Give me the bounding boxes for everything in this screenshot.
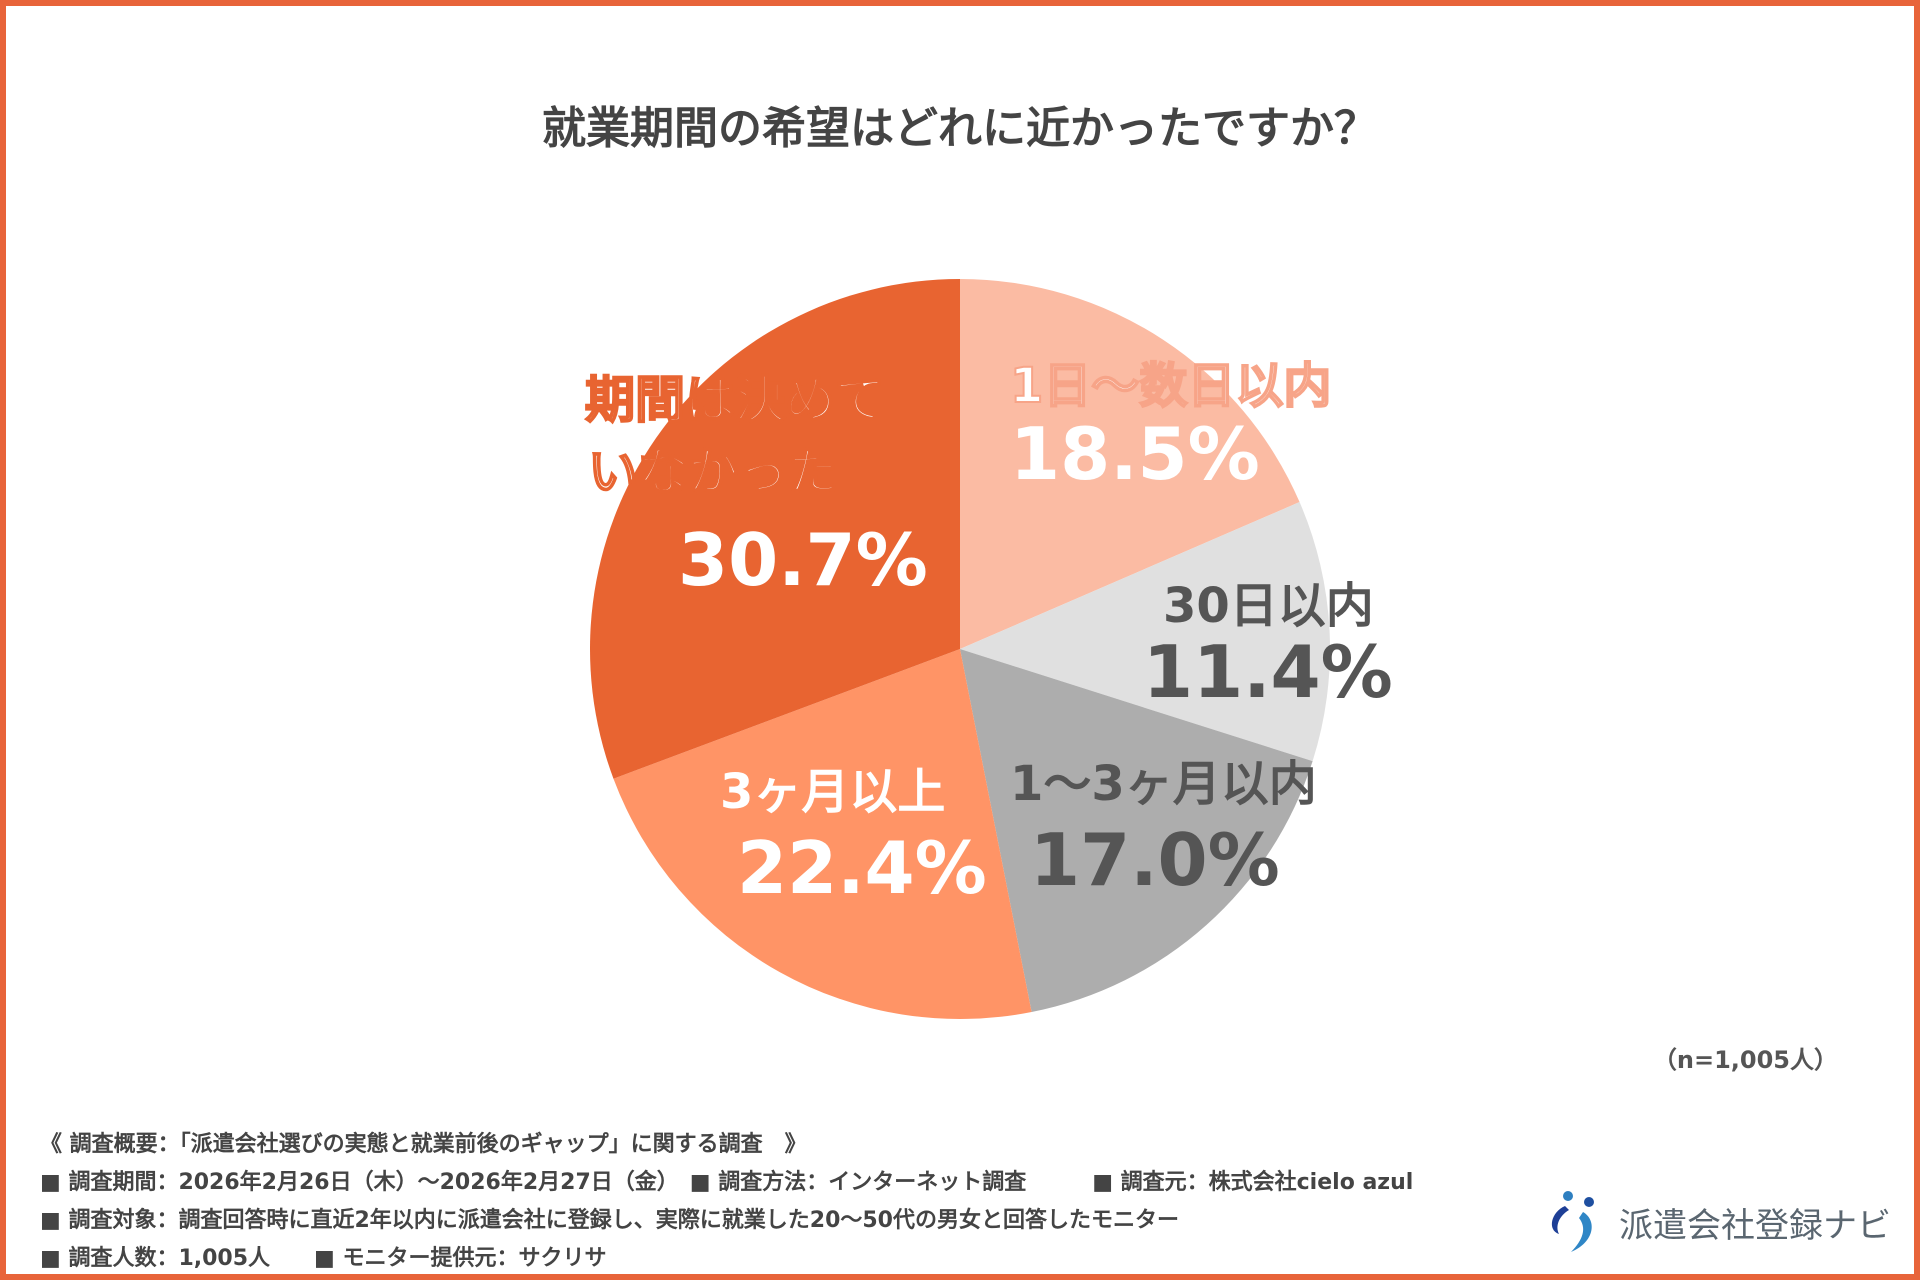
logo: 派遣会社登録ナビ [1545, 1190, 1891, 1254]
slice-value-4: 22.4% [737, 826, 987, 910]
slice-value-1: 18.5% [1010, 412, 1260, 496]
slice-value-2: 11.4% [1143, 630, 1393, 714]
pie-slice-2 [960, 502, 1331, 762]
pie-slice-5 [590, 279, 960, 779]
slice-value-5: 30.7% [678, 518, 928, 602]
slice-label-4: 3ヶ月以上 [720, 764, 946, 820]
logo-text: 派遣会社登録ナビ [1619, 1205, 1891, 1246]
slice-label-5-line1: 期間は決めて [584, 370, 886, 430]
slice-label-5-line2: いなかった [587, 442, 839, 502]
note-line: ■ 調査人数：1,005人 ■ モニター提供元：サクリサ [40, 1246, 607, 1271]
slice-label-2: 30日以内 [1163, 578, 1374, 634]
note-line: ■ 調査対象：調査回答時に直近2年以内に派遣会社に登録し、実際に就業した20～5… [40, 1208, 1179, 1233]
pie-slice-4 [613, 649, 1032, 1019]
slice-value-3: 17.0% [1030, 818, 1280, 902]
note-line: 《 調査概要：「派遣会社選びの実態と就業前後のギャップ」に関する調査 》 [40, 1132, 807, 1157]
note-line: ■ 調査期間：2026年2月26日（木）～2026年2月27日（金） ■ 調査方… [40, 1170, 1414, 1195]
logo-mark-icon [1551, 1191, 1594, 1252]
slice-label-1: 1日～数日以内 [1009, 357, 1332, 415]
pie-slice-3 [960, 649, 1313, 1013]
survey-notes: 《 調査概要：「派遣会社選びの実態と就業前後のギャップ」に関する調査 》 ■ 調… [40, 1126, 1413, 1278]
chart-title: 就業期間の希望はどれに近かったですか？ [542, 103, 1378, 154]
slice-label-3: 1～3ヶ月以内 [1010, 756, 1317, 812]
pie-slice-1 [960, 279, 1300, 649]
sample-size: （n=1,005人） [1652, 1046, 1838, 1074]
